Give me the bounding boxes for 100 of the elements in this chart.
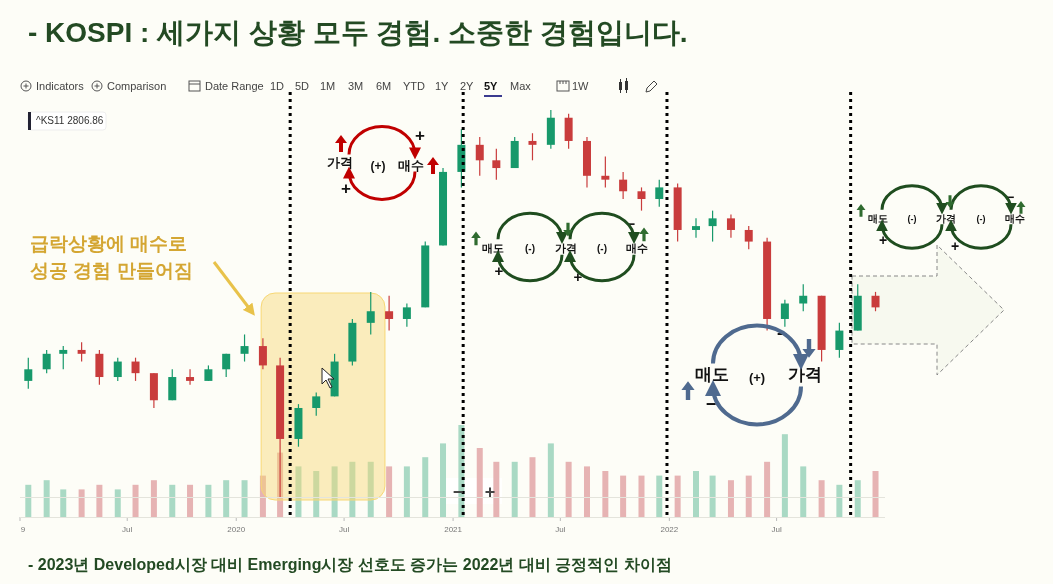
bar xyxy=(349,461,356,517)
candlestick xyxy=(692,217,700,239)
annotation: (+) xyxy=(370,159,386,173)
text: Max xyxy=(510,80,532,92)
annotation: + xyxy=(341,179,352,198)
bar xyxy=(529,457,536,517)
bar xyxy=(403,466,410,517)
candlestick xyxy=(113,357,122,382)
bar xyxy=(295,466,302,517)
text: 1Y xyxy=(435,80,450,92)
annotation: 매도 xyxy=(868,213,888,224)
text: 1D xyxy=(270,80,285,92)
candlestick xyxy=(564,113,573,150)
candlestick xyxy=(835,322,844,359)
x-tick-label: Jul xyxy=(122,525,133,534)
candlestick xyxy=(655,179,664,208)
candlestick xyxy=(726,213,735,239)
annotation: 매도 xyxy=(482,242,504,254)
annotation: 가격 xyxy=(327,155,353,170)
annotation: ^KS11 2806.86 xyxy=(36,115,104,126)
annotation: + xyxy=(415,126,426,145)
candlestick xyxy=(131,357,140,382)
text: (-) xyxy=(907,214,917,224)
x-tick-label: Jul xyxy=(338,525,350,534)
bar xyxy=(818,480,825,517)
bar xyxy=(205,484,212,517)
text: - 2023년 Developed시장 대비 Emerging시장 선호도 증가는 2022년 대비 긍정적인 차이점 xyxy=(28,556,672,573)
bar xyxy=(764,461,771,517)
candlestick xyxy=(799,283,808,312)
annotation: − xyxy=(705,394,717,414)
annotation: 매수 xyxy=(626,242,648,254)
text: Comparison xyxy=(107,80,167,92)
candlestick xyxy=(601,155,610,188)
bar xyxy=(511,461,518,517)
candlestick xyxy=(366,291,375,336)
bar xyxy=(476,448,483,517)
candlestick xyxy=(744,225,753,250)
bar xyxy=(313,471,320,517)
bar xyxy=(367,461,374,517)
annotation: 매수 xyxy=(398,158,424,173)
candlestick xyxy=(42,349,51,374)
bar xyxy=(693,471,699,517)
x-tick-label: 2021 xyxy=(444,525,463,534)
candlestick xyxy=(77,341,86,363)
annotation: 가격 xyxy=(555,242,577,254)
bar xyxy=(727,480,734,517)
candlestick xyxy=(871,291,880,312)
candlestick xyxy=(59,345,68,370)
candlestick xyxy=(475,136,484,177)
bar xyxy=(96,484,103,517)
bar xyxy=(656,475,663,517)
annotation: + xyxy=(484,482,496,502)
bar xyxy=(781,434,788,517)
bar xyxy=(169,484,176,517)
x-tick-label: 2020 xyxy=(227,525,246,534)
chart-title: - KOSPI : 세가지 상황 모두 경험. 소중한 경험입니다. xyxy=(28,17,688,48)
candlestick xyxy=(780,299,789,328)
x-tick-label: Jul xyxy=(771,525,782,534)
annotation: (+) xyxy=(748,370,766,385)
annotation: + xyxy=(573,268,583,285)
candlestick xyxy=(312,391,321,417)
bar xyxy=(386,466,393,517)
x-tick-label: Jul xyxy=(555,525,566,534)
bar xyxy=(836,484,843,517)
bar xyxy=(60,489,67,517)
candlestick xyxy=(95,349,104,386)
candlestick xyxy=(637,186,646,212)
text: 1M xyxy=(320,80,336,92)
bar xyxy=(422,457,429,517)
candlestick xyxy=(186,368,195,386)
bar xyxy=(674,475,681,517)
bar xyxy=(620,475,627,517)
x-tick-label: 2022 xyxy=(660,525,679,534)
candlestick xyxy=(402,302,411,328)
candlestick xyxy=(619,171,628,200)
bar xyxy=(745,475,752,517)
text: 5D xyxy=(295,80,310,92)
annotation: 가격 xyxy=(788,365,822,384)
bar xyxy=(25,484,32,517)
annotation: (-) xyxy=(525,243,535,254)
candlestick xyxy=(492,148,501,181)
text: 1W xyxy=(572,80,590,92)
bar xyxy=(114,489,121,517)
annotation: + xyxy=(878,232,888,248)
bar xyxy=(440,443,447,517)
bar xyxy=(583,466,590,517)
bar xyxy=(187,484,194,517)
bar xyxy=(259,475,266,517)
candlestick xyxy=(528,132,537,161)
text: + xyxy=(950,238,960,254)
text: (-) xyxy=(976,214,986,224)
annotation: (-) xyxy=(597,243,607,254)
candlestick xyxy=(24,357,33,390)
candlestick xyxy=(168,368,177,401)
candlestick xyxy=(258,337,267,370)
candlestick xyxy=(708,210,717,243)
bar xyxy=(872,471,879,517)
annotation: + xyxy=(494,262,504,279)
bar xyxy=(547,443,554,517)
bar xyxy=(223,480,230,517)
